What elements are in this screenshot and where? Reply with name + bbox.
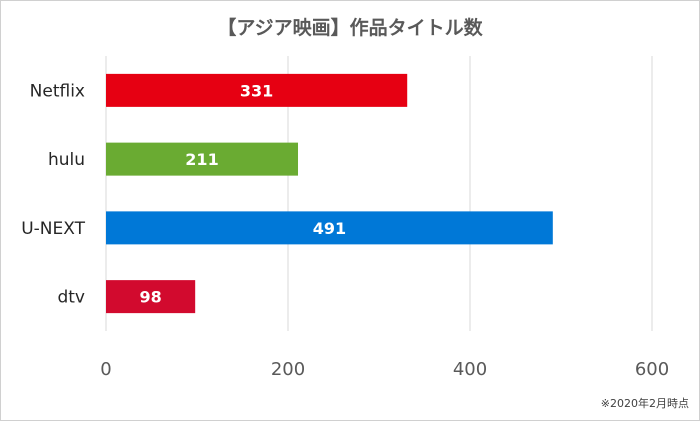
x-tick-label-600: 600 [635,359,669,380]
data-label-netflix: 331 [240,81,273,100]
category-label-dtv: dtv [57,288,85,308]
category-label-netflix: Netflix [30,81,85,101]
bar-dtv [106,280,196,314]
category-label-hulu: hulu [48,150,85,170]
bar-netflix [106,73,408,107]
data-label-hulu: 211 [185,150,218,169]
data-label-u-next: 491 [313,219,346,238]
data-label-dtv: 98 [139,288,161,307]
x-tick-label-200: 200 [271,359,305,380]
bar-hulu [106,142,299,176]
chart-title: 【アジア映画】作品タイトル数 [217,17,483,39]
x-tick-label-400: 400 [453,359,487,380]
x-tick-label-0: 0 [100,359,111,380]
category-label-u-next: U-NEXT [21,219,85,239]
chart-note: ※2020年2月時点 [600,397,689,410]
bar-u-next [106,211,553,245]
